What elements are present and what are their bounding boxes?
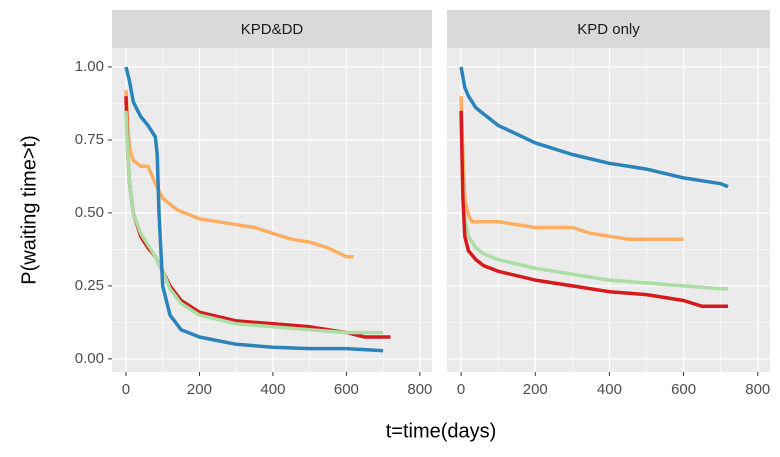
facet-strip — [447, 10, 770, 48]
y-tick-label: 0.75 — [75, 131, 104, 148]
facet-title: KPD only — [577, 21, 640, 38]
series-line — [459, 66, 729, 189]
x-tick-label: 800 — [407, 381, 432, 398]
facet-strip — [112, 10, 432, 48]
y-tick-label: 1.00 — [75, 58, 104, 75]
x-tick-label: 600 — [334, 381, 359, 398]
series-line — [124, 66, 384, 353]
y-tick-label: 0.50 — [75, 204, 104, 221]
series-line — [124, 90, 354, 259]
x-tick-label: 400 — [260, 381, 285, 398]
panel-background — [112, 48, 432, 372]
x-tick-label: 600 — [671, 381, 696, 398]
x-tick-label: 400 — [597, 381, 622, 398]
series-line — [459, 96, 684, 241]
series-line — [459, 110, 729, 309]
y-tick-label: 0.00 — [75, 350, 104, 367]
x-tick-label: 200 — [523, 381, 548, 398]
panel-background — [447, 48, 770, 372]
x-axis-label: t=time(days) — [386, 420, 497, 442]
x-tick-label: 0 — [457, 381, 465, 398]
y-axis-label: P(waiting time>t) — [18, 135, 40, 285]
x-tick-label: 0 — [122, 381, 130, 398]
x-tick-label: 800 — [745, 381, 770, 398]
x-tick-label: 200 — [187, 381, 212, 398]
series-line — [124, 110, 384, 335]
facet-title: KPD&DD — [241, 21, 304, 38]
y-tick-label: 0.25 — [75, 277, 104, 294]
